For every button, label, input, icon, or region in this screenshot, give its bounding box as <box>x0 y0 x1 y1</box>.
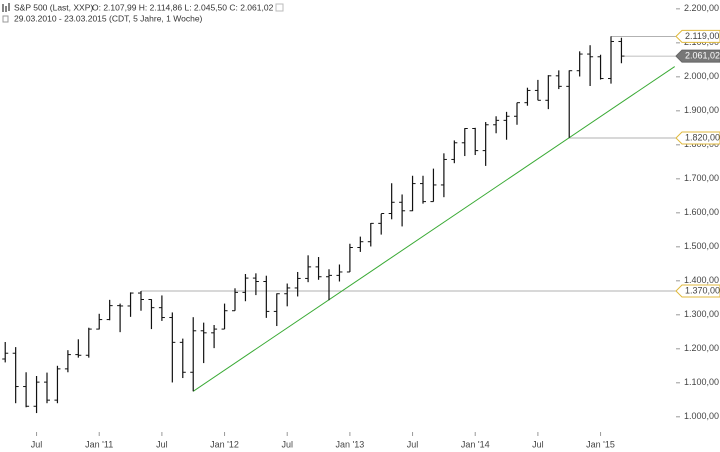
x-tick-label: Jan '15 <box>586 439 615 449</box>
y-tick-label: 1.700,00 <box>684 173 719 183</box>
y-tick-label: 2.000,00 <box>684 71 719 81</box>
level-box <box>675 131 720 145</box>
y-tick-label: 1.500,00 <box>684 241 719 251</box>
level-box <box>675 284 720 298</box>
x-tick-label: Jul <box>281 439 293 449</box>
x-tick-label: Jul <box>407 439 419 449</box>
x-tick-label: Jan '11 <box>85 439 113 449</box>
trend-line <box>192 66 675 392</box>
settings-box <box>275 3 284 12</box>
icon <box>2 3 10 12</box>
y-tick-label: 1.000,00 <box>684 411 719 421</box>
x-tick-label: Jan '14 <box>461 439 490 449</box>
level-box <box>675 29 720 43</box>
x-tick-label: Jul <box>156 439 168 449</box>
level-label: 2.061,02 <box>685 50 720 60</box>
y-tick-label: 2.200,00 <box>684 3 719 13</box>
level-label: 2.119,00 <box>685 31 719 41</box>
y-tick-label: 1.100,00 <box>684 377 719 387</box>
x-tick-label: Jan '12 <box>210 439 239 449</box>
level-box <box>675 49 720 63</box>
y-tick-label: 1.600,00 <box>684 207 719 217</box>
x-tick-label: Jan '13 <box>336 439 365 449</box>
level-label: 1.820,00 <box>685 132 720 142</box>
x-tick-label: Jul <box>532 439 544 449</box>
icon <box>2 15 9 23</box>
chart-subtitle: 29.03.2010 - 23.03.2015 (CDT, 5 Jahre, 1… <box>14 13 203 23</box>
chart-title: S&P 500 (Last, XXP) <box>14 2 93 12</box>
y-tick-label: 1.200,00 <box>684 343 719 353</box>
y-tick-label: 1.300,00 <box>684 309 719 319</box>
level-label: 1.370,00 <box>685 285 720 295</box>
x-tick-label: Jul <box>31 439 43 449</box>
quote: O: 2.107,99 H: 2.114,86 L: 2.045,50 C: 2… <box>92 2 274 12</box>
y-tick-label: 1.400,00 <box>684 275 719 285</box>
y-tick-label: 1.900,00 <box>684 105 719 115</box>
